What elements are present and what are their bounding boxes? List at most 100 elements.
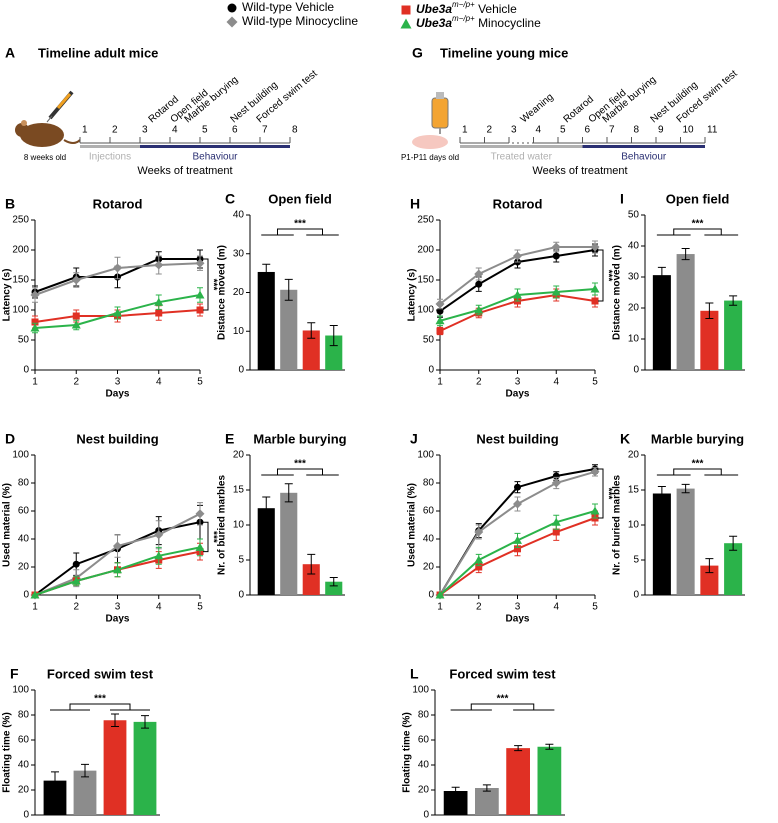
legend-marker — [227, 3, 237, 13]
panel-letter: H — [410, 196, 420, 212]
chart-title: Rotarod — [93, 196, 143, 211]
significance-bracket — [261, 228, 339, 236]
y-tick-label: 40 — [18, 760, 30, 771]
x-axis-label: Days — [506, 614, 530, 625]
chart-title: Forced swim test — [47, 666, 154, 681]
error-bar — [329, 324, 338, 347]
significance-label: *** — [602, 488, 613, 500]
y-tick-label: 30 — [628, 272, 640, 283]
point — [435, 590, 445, 599]
chart-title: Marble burying — [253, 431, 346, 446]
error-bar — [657, 486, 666, 501]
phase-bar — [460, 145, 583, 148]
timeline-week: 1 — [462, 125, 468, 136]
y-tick-label: 200 — [12, 245, 29, 256]
legend-label: Wild-type Minocycline — [242, 14, 358, 28]
y-tick-label: 0 — [633, 365, 639, 376]
y-tick-label: 15 — [628, 485, 640, 496]
phase-label: Treated water — [491, 152, 553, 163]
y-tick-label: 15 — [233, 485, 245, 496]
x-tick-label: 3 — [515, 602, 521, 613]
significance-bracket — [50, 703, 150, 711]
x-tick-label: 2 — [476, 377, 482, 388]
error-bar — [482, 784, 491, 792]
y-tick-label: 80 — [423, 478, 435, 489]
bar — [475, 788, 499, 815]
point — [552, 528, 560, 536]
legend-text: Minocycline — [478, 16, 541, 30]
significance-label: *** — [207, 279, 218, 291]
bar — [73, 770, 97, 815]
x-tick-label: 5 — [197, 377, 203, 388]
mouse-icon — [15, 90, 81, 147]
x-axis-label: Days — [106, 389, 130, 400]
point — [72, 560, 80, 568]
bar — [676, 254, 695, 370]
legend-gene: Ube3a — [416, 16, 452, 30]
x-tick-label: 1 — [32, 602, 38, 613]
error-bar — [729, 295, 738, 306]
y-tick-label: 100 — [12, 305, 29, 316]
bar — [280, 492, 298, 595]
timeline-x-label: Weeks of treatment — [137, 165, 232, 177]
y-tick-label: 0 — [238, 365, 244, 376]
significance-bracket — [261, 468, 339, 476]
point — [71, 275, 81, 285]
phase-bar — [140, 145, 290, 148]
y-tick-label: 100 — [12, 450, 29, 461]
y-axis-label: Distance moved (m) — [217, 245, 228, 340]
point — [590, 284, 600, 293]
y-tick-label: 10 — [233, 520, 245, 531]
legend-genotype: m−/p+ — [452, 0, 475, 9]
y-axis-label: Latency (s) — [407, 269, 418, 322]
significance-bracket — [656, 468, 739, 476]
panel-letter: D — [5, 431, 15, 447]
y-axis-label: Nr. of buried marbles — [217, 475, 228, 575]
significance-label: *** — [692, 459, 704, 470]
significance-label: *** — [94, 694, 106, 705]
error-bar — [681, 483, 690, 494]
point — [551, 478, 561, 488]
timeline-week: 6 — [232, 125, 238, 136]
bar — [302, 564, 320, 595]
point — [435, 316, 445, 325]
point — [436, 307, 444, 315]
significance-label: *** — [207, 531, 218, 543]
timeline-week: 6 — [585, 125, 591, 136]
error-bar — [657, 266, 666, 284]
error-bar — [284, 278, 293, 301]
x-tick-label: 4 — [553, 377, 559, 388]
bar — [537, 746, 562, 815]
y-tick-label: 0 — [23, 365, 29, 376]
error-bar — [729, 535, 738, 551]
timeline-week: 10 — [683, 125, 695, 136]
point — [475, 280, 483, 288]
bottle-icon — [412, 92, 449, 149]
y-tick-label: 5 — [238, 555, 244, 566]
y-tick-label: 80 — [418, 710, 430, 721]
point — [195, 509, 205, 519]
significance-label: *** — [602, 270, 613, 282]
x-tick-label: 4 — [156, 377, 162, 388]
bar — [724, 543, 743, 595]
y-tick-label: 60 — [18, 506, 30, 517]
y-tick-label: 50 — [18, 335, 30, 346]
point — [513, 251, 522, 261]
error-bar — [141, 715, 149, 729]
y-tick-label: 100 — [417, 450, 434, 461]
panel-letter: E — [225, 431, 234, 447]
bar — [280, 289, 298, 370]
y-axis-label: Nr. of buried marbles — [612, 475, 623, 575]
error-bar — [705, 302, 714, 320]
panel-letter: B — [5, 196, 15, 212]
y-tick-label: 80 — [18, 710, 30, 721]
y-tick-label: 0 — [428, 590, 434, 601]
point — [195, 258, 205, 268]
point — [435, 299, 445, 309]
point — [552, 252, 560, 260]
error-bar — [284, 483, 293, 503]
error-bar — [307, 553, 316, 575]
bar — [325, 335, 343, 370]
error-bar — [51, 771, 59, 790]
